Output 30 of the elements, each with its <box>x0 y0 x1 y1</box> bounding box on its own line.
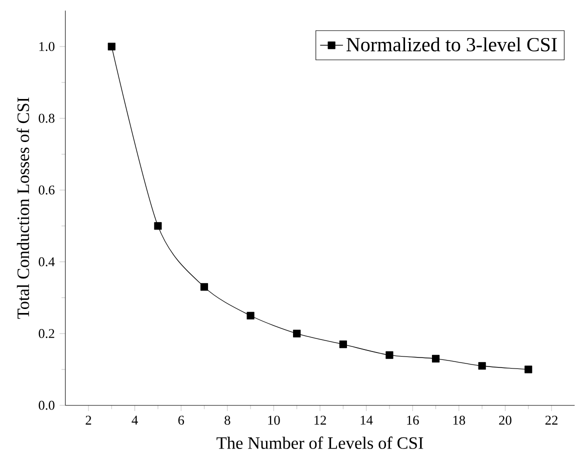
y-tick-label: 0.8 <box>38 114 54 123</box>
legend-label: Normalized to 3-level CSI <box>346 37 557 52</box>
y-axis-title: Total Conduction Losses of CSI <box>16 98 30 319</box>
point <box>478 362 486 370</box>
x-tick-label: 4 <box>132 416 138 425</box>
y-tick-label: 0.2 <box>38 329 54 338</box>
point <box>386 351 394 359</box>
point <box>524 366 532 374</box>
y-tick-label: 0.6 <box>38 186 55 195</box>
point <box>293 330 301 338</box>
x-axis-title: The Number of Levels of CSI <box>216 436 424 449</box>
x-tick-label: 20 <box>499 416 512 425</box>
y-tick-label: 0.4 <box>38 257 55 266</box>
point <box>246 312 254 320</box>
point <box>432 354 440 362</box>
point <box>200 283 208 291</box>
point <box>339 340 347 348</box>
x-tick-label: 6 <box>178 416 184 425</box>
y-tick-label: 1.0 <box>39 42 54 52</box>
x-tick-label: 12 <box>314 416 326 425</box>
x-tick-label: 18 <box>453 416 466 425</box>
x-tick-label: 2 <box>86 416 92 425</box>
x-tick-label: 14 <box>360 416 373 425</box>
point <box>108 42 116 50</box>
x-tick-label: 8 <box>224 416 230 425</box>
x-tick-label: 10 <box>268 416 280 425</box>
x-tick-label: 22 <box>545 416 558 425</box>
y-tick-label: 0.0 <box>38 400 54 410</box>
x-tick-label: 16 <box>407 416 419 425</box>
point <box>154 222 162 230</box>
